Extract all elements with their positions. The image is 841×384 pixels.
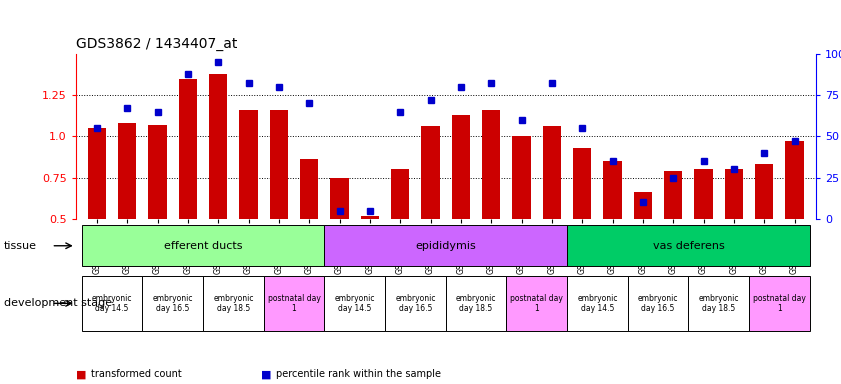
Bar: [142, 276, 203, 331]
Bar: [573, 148, 591, 219]
Bar: [725, 169, 743, 219]
Bar: [452, 115, 470, 219]
Bar: [82, 276, 142, 331]
Bar: [385, 276, 446, 331]
Text: development stage: development stage: [4, 298, 113, 308]
Bar: [240, 110, 257, 219]
Bar: [755, 164, 774, 219]
Bar: [361, 215, 379, 219]
Bar: [391, 169, 410, 219]
Text: tissue: tissue: [4, 241, 37, 251]
Text: transformed count: transformed count: [91, 369, 182, 379]
Bar: [82, 225, 325, 266]
Bar: [325, 225, 567, 266]
Bar: [203, 276, 264, 331]
Bar: [567, 276, 627, 331]
Text: embryonic
day 16.5: embryonic day 16.5: [395, 294, 436, 313]
Bar: [331, 177, 349, 219]
Bar: [300, 159, 319, 219]
Bar: [542, 126, 561, 219]
Bar: [209, 74, 227, 219]
Text: embryonic
day 18.5: embryonic day 18.5: [456, 294, 496, 313]
Text: epididymis: epididymis: [415, 241, 476, 251]
Text: embryonic
day 16.5: embryonic day 16.5: [637, 294, 679, 313]
Bar: [695, 169, 712, 219]
Text: ■: ■: [261, 369, 271, 379]
Bar: [567, 225, 810, 266]
Text: embryonic
day 18.5: embryonic day 18.5: [213, 294, 254, 313]
Text: embryonic
day 14.5: embryonic day 14.5: [92, 294, 132, 313]
Bar: [149, 125, 167, 219]
Bar: [87, 128, 106, 219]
Text: ■: ■: [76, 369, 86, 379]
Text: GDS3862 / 1434407_at: GDS3862 / 1434407_at: [76, 37, 237, 51]
Bar: [512, 136, 531, 219]
Bar: [689, 276, 749, 331]
Bar: [325, 276, 385, 331]
Bar: [118, 123, 136, 219]
Text: vas deferens: vas deferens: [653, 241, 724, 251]
Text: embryonic
day 16.5: embryonic day 16.5: [152, 294, 193, 313]
Bar: [270, 110, 288, 219]
Bar: [506, 276, 567, 331]
Text: embryonic
day 14.5: embryonic day 14.5: [577, 294, 617, 313]
Bar: [785, 141, 804, 219]
Text: percentile rank within the sample: percentile rank within the sample: [276, 369, 441, 379]
Bar: [446, 276, 506, 331]
Text: embryonic
day 18.5: embryonic day 18.5: [699, 294, 739, 313]
Bar: [634, 192, 652, 219]
Bar: [627, 276, 689, 331]
Bar: [749, 276, 810, 331]
Bar: [179, 78, 197, 219]
Bar: [604, 161, 621, 219]
Text: embryonic
day 14.5: embryonic day 14.5: [335, 294, 375, 313]
Bar: [264, 276, 325, 331]
Text: efferent ducts: efferent ducts: [164, 241, 242, 251]
Bar: [664, 171, 682, 219]
Text: postnatal day
1: postnatal day 1: [753, 294, 806, 313]
Bar: [421, 126, 440, 219]
Text: postnatal day
1: postnatal day 1: [510, 294, 563, 313]
Text: postnatal day
1: postnatal day 1: [267, 294, 320, 313]
Bar: [482, 110, 500, 219]
